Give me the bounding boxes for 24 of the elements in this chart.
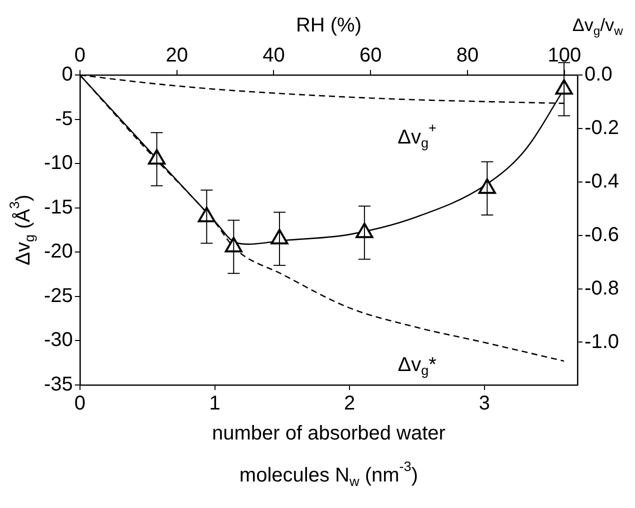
- y2-tick-label: -0.2: [584, 116, 620, 139]
- x2-tick-label: 80: [456, 44, 479, 67]
- y-tick-label: -15: [44, 196, 73, 218]
- y-tick-label: -35: [44, 374, 73, 396]
- x-tick-label: 2: [344, 392, 356, 415]
- x2-tick-label: 20: [166, 44, 188, 67]
- x2-tick-label: 40: [262, 44, 285, 67]
- x2-tick-label: 60: [360, 44, 382, 67]
- y-tick-label: -10: [44, 152, 73, 174]
- y2-tick-label: -1.0: [584, 330, 620, 353]
- x2-tick-label: 100: [548, 44, 582, 67]
- y2-tick-label: -0.8: [584, 277, 620, 300]
- y-tick-label: -20: [44, 240, 73, 263]
- y2-tick-label: -0.4: [584, 170, 620, 192]
- x2-axis-title: RH (%): [296, 14, 362, 37]
- y-tick-label: -30: [44, 329, 73, 352]
- y-tick-label: -25: [44, 284, 73, 307]
- y-tick-label: 0: [62, 64, 73, 86]
- y2-tick-label: 0.0: [584, 64, 612, 86]
- y-axis-title: Δvg (Å3): [6, 194, 37, 266]
- x-tick-label: 3: [478, 392, 490, 415]
- y2-tick-label: -0.6: [584, 224, 620, 246]
- y-tick-label: -5: [55, 108, 73, 130]
- x-tick-label: 1: [209, 392, 220, 415]
